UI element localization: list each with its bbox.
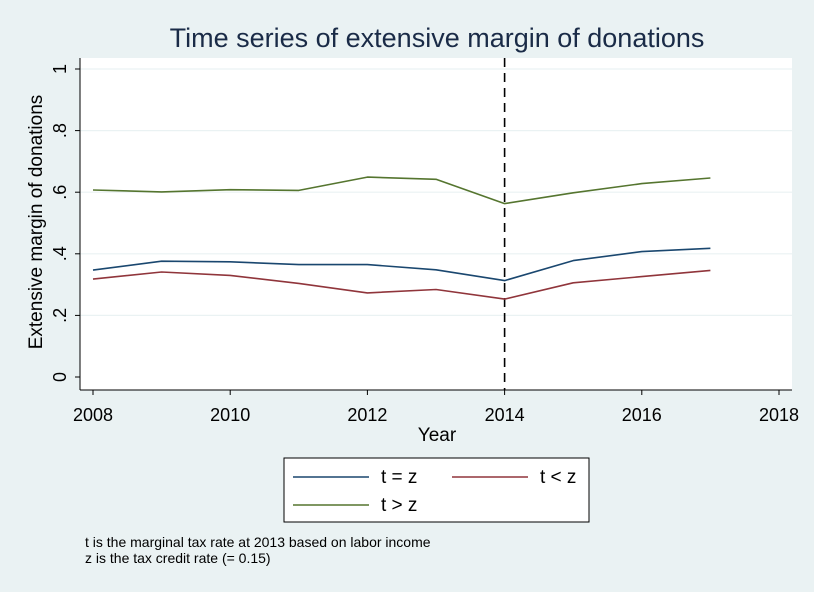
x-tick-label-0: 2008 bbox=[73, 405, 113, 425]
grid-lines bbox=[80, 68, 792, 316]
series-line-1 bbox=[92, 269, 711, 300]
legend-label-0: t = z bbox=[381, 467, 417, 488]
series-line-0 bbox=[92, 247, 711, 282]
y-tick-label-1: .2 bbox=[50, 308, 70, 323]
series-line-2 bbox=[92, 176, 711, 205]
series-layer bbox=[92, 176, 711, 300]
tick-labels: 0 .2 .4 .6 .8 1 2008 2010 2012 2014 2016 2018 bbox=[50, 64, 799, 425]
x-tick-label-3: 2014 bbox=[485, 405, 525, 425]
x-tick-label-5: 2018 bbox=[759, 405, 799, 425]
legend-label-1: t < z bbox=[540, 467, 576, 488]
note-line-2: z is the tax credit rate (= 0.15) bbox=[85, 550, 271, 566]
plot-area bbox=[80, 58, 792, 390]
note-line-1: t is the marginal tax rate at 2013 based… bbox=[85, 534, 431, 550]
x-tick-label-2: 2012 bbox=[347, 405, 387, 425]
y-tick-label-0: 0 bbox=[50, 372, 70, 382]
y-tick-label-3: .6 bbox=[50, 185, 70, 200]
x-tick-label-1: 2010 bbox=[210, 405, 250, 425]
x-axis-label: Year bbox=[418, 425, 457, 446]
y-axis-label: Extensive margin of donations bbox=[26, 95, 47, 350]
chart-title: Time series of extensive margin of donat… bbox=[170, 23, 705, 53]
x-tick-label-4: 2016 bbox=[622, 405, 662, 425]
legend bbox=[283, 457, 590, 523]
y-tick-label-4: .8 bbox=[50, 123, 70, 138]
legend-label-2: t > z bbox=[381, 495, 417, 516]
y-tick-label-2: .4 bbox=[50, 246, 70, 261]
axes bbox=[75, 58, 792, 395]
y-tick-label-5: 1 bbox=[50, 64, 70, 74]
legend-entries: t = z t < z t > z bbox=[293, 467, 576, 516]
